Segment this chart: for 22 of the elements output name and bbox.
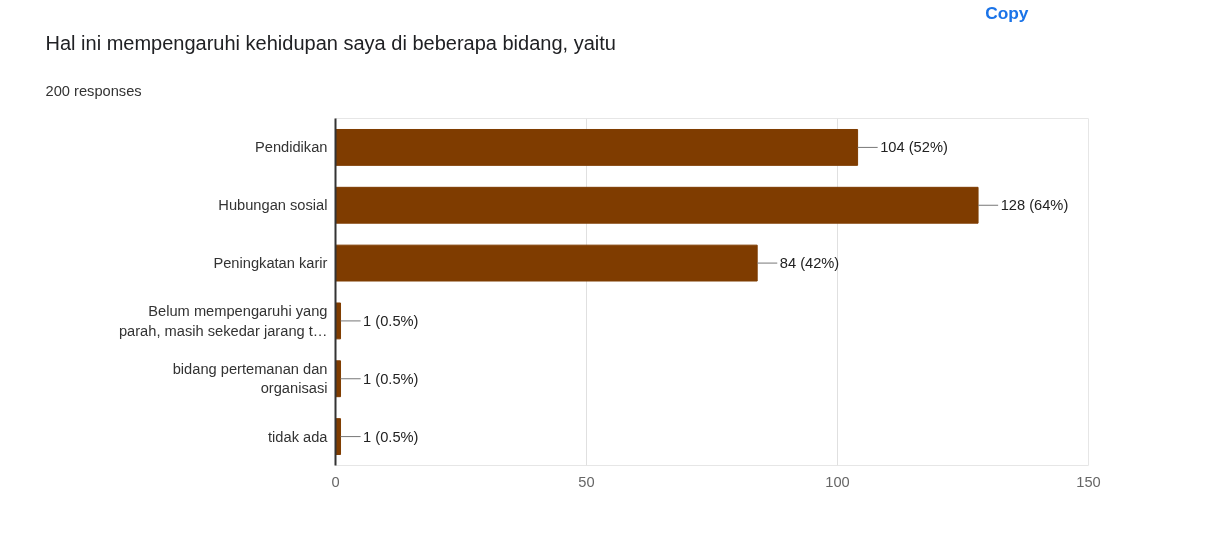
- y-tick-label: Pendidikan: [254, 139, 328, 156]
- x-tick-label: 0: [331, 473, 340, 490]
- data-label: 128 (64%): [1000, 197, 1069, 214]
- x-tick-label: 100: [825, 473, 850, 490]
- y-tick-label: Peningkatan karir: [213, 255, 328, 272]
- data-label: 84 (42%): [779, 255, 840, 272]
- text: 200 responses: [45, 82, 142, 99]
- y-tick-label: bidang pertemanan dan organisasi: [172, 361, 328, 397]
- data-label: 1 (0.5%): [363, 370, 419, 387]
- text: Copy: [985, 2, 1029, 23]
- bar: [335, 244, 758, 282]
- y-tick-label: Belum mempengaruhi yang parah, masih sekedar jarang t…: [118, 303, 328, 339]
- x-tick-label: 150: [1076, 473, 1101, 490]
- data-label: 104 (52%): [880, 139, 948, 156]
- y-tick-label: Hubungan sosial: [218, 197, 328, 214]
- y-tick-label: tidak ada: [268, 428, 329, 445]
- bar: [335, 186, 979, 224]
- x-tick-label: 50: [578, 473, 595, 490]
- data-label: 1 (0.5%): [363, 428, 419, 445]
- data-label: 1 (0.5%): [363, 312, 419, 329]
- chart-title: Hal ini mempengaruhi kehidupan saya di beberapa bidang, yaitu: [45, 31, 616, 54]
- bar: [335, 128, 859, 166]
